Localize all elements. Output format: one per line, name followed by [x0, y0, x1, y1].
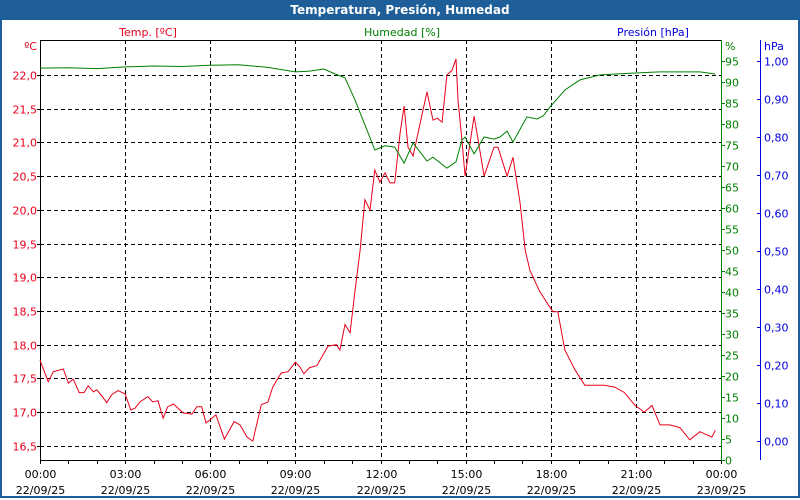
- hum-tick-label: 50: [725, 245, 739, 258]
- x-tick-time: 12:00: [366, 468, 398, 481]
- chart-title: Temperatura, Presión, Humedad: [0, 0, 800, 20]
- pres-tick-label: 0,70: [764, 170, 789, 183]
- hum-tick-label: 75: [725, 140, 739, 153]
- hum-tick-label: 5: [725, 434, 732, 447]
- pres-tick-label: 0,30: [764, 322, 789, 335]
- temp-series-label: Temp. [ºC]: [118, 26, 177, 39]
- temp-tick-label: 17,5: [13, 373, 38, 386]
- x-tick-date: 22/09/25: [527, 484, 576, 497]
- x-tick-date: 22/09/25: [186, 484, 235, 497]
- x-tick-date: 22/09/25: [271, 484, 320, 497]
- x-tick-date: 22/09/25: [101, 484, 150, 497]
- pres-series-label: Presión [hPa]: [617, 26, 689, 39]
- hum-tick-label: 15: [725, 392, 739, 405]
- temp-tick-label: 22,0: [13, 70, 38, 83]
- pres-tick-label: 1,00: [764, 56, 789, 69]
- hum-tick-label: 55: [725, 224, 739, 237]
- temp-unit-label: ºC: [24, 40, 37, 53]
- pres-tick-label: 0,00: [764, 436, 789, 449]
- x-tick-time: 06:00: [195, 468, 227, 481]
- hum-tick-label: 85: [725, 98, 739, 111]
- temp-tick-label: 20,0: [13, 205, 38, 218]
- temp-tick-label: 21,0: [13, 137, 38, 150]
- temp-tick-label: 19,0: [13, 272, 38, 285]
- pres-unit-label: hPa: [764, 40, 784, 53]
- x-tick-time: 03:00: [110, 468, 142, 481]
- x-tick-time: 00:00: [25, 468, 57, 481]
- hum-tick-label: 30: [725, 329, 739, 342]
- pres-tick-label: 0,50: [764, 246, 789, 259]
- hum-tick-label: 40: [725, 287, 739, 300]
- hum-tick-label: 70: [725, 161, 739, 174]
- temp-tick-label: 18,5: [13, 306, 38, 319]
- x-tick-time: 00:00: [706, 468, 738, 481]
- x-tick-date: 22/09/25: [16, 484, 65, 497]
- hum-series-line: [39, 64, 716, 169]
- x-tick-time: 21:00: [621, 468, 653, 481]
- temp-tick-label: 17,0: [13, 407, 38, 420]
- x-tick-date: 22/09/25: [612, 484, 661, 497]
- x-tick-time: 18:00: [536, 468, 568, 481]
- pres-tick-label: 0,60: [764, 208, 789, 221]
- hum-tick-label: 60: [725, 203, 739, 216]
- pres-tick-label: 0,20: [764, 360, 789, 373]
- x-tick-date: 22/09/25: [357, 484, 406, 497]
- temp-tick-label: 16,5: [13, 441, 38, 454]
- hum-series-label: Humedad [%]: [364, 26, 440, 39]
- x-tick-time: 15:00: [451, 468, 483, 481]
- hum-tick-label: 20: [725, 371, 739, 384]
- temp-tick-label: 21,5: [13, 104, 38, 117]
- hum-tick-label: 95: [725, 56, 739, 69]
- hum-tick-label: 35: [725, 308, 739, 321]
- hum-tick-label: 10: [725, 413, 739, 426]
- x-tick-date: 23/09/25: [697, 484, 746, 497]
- hum-tick-label: 0: [725, 455, 732, 468]
- pres-tick-label: 0,80: [764, 132, 789, 145]
- hum-tick-label: 45: [725, 266, 739, 279]
- hum-tick-label: 80: [725, 119, 739, 132]
- hum-tick-label: 90: [725, 77, 739, 90]
- pres-tick-label: 0,90: [764, 94, 789, 107]
- temp-tick-label: 18,0: [13, 340, 38, 353]
- pres-tick-label: 0,10: [764, 398, 789, 411]
- temp-tick-label: 20,5: [13, 171, 38, 184]
- hum-unit-label: %: [725, 40, 735, 53]
- hum-tick-label: 65: [725, 182, 739, 195]
- x-tick-date: 22/09/25: [442, 484, 491, 497]
- hum-tick-label: 25: [725, 350, 739, 363]
- temp-tick-label: 19,5: [13, 239, 38, 252]
- temp-series-line: [39, 58, 716, 442]
- pres-tick-label: 0,40: [764, 284, 789, 297]
- x-tick-time: 09:00: [280, 468, 312, 481]
